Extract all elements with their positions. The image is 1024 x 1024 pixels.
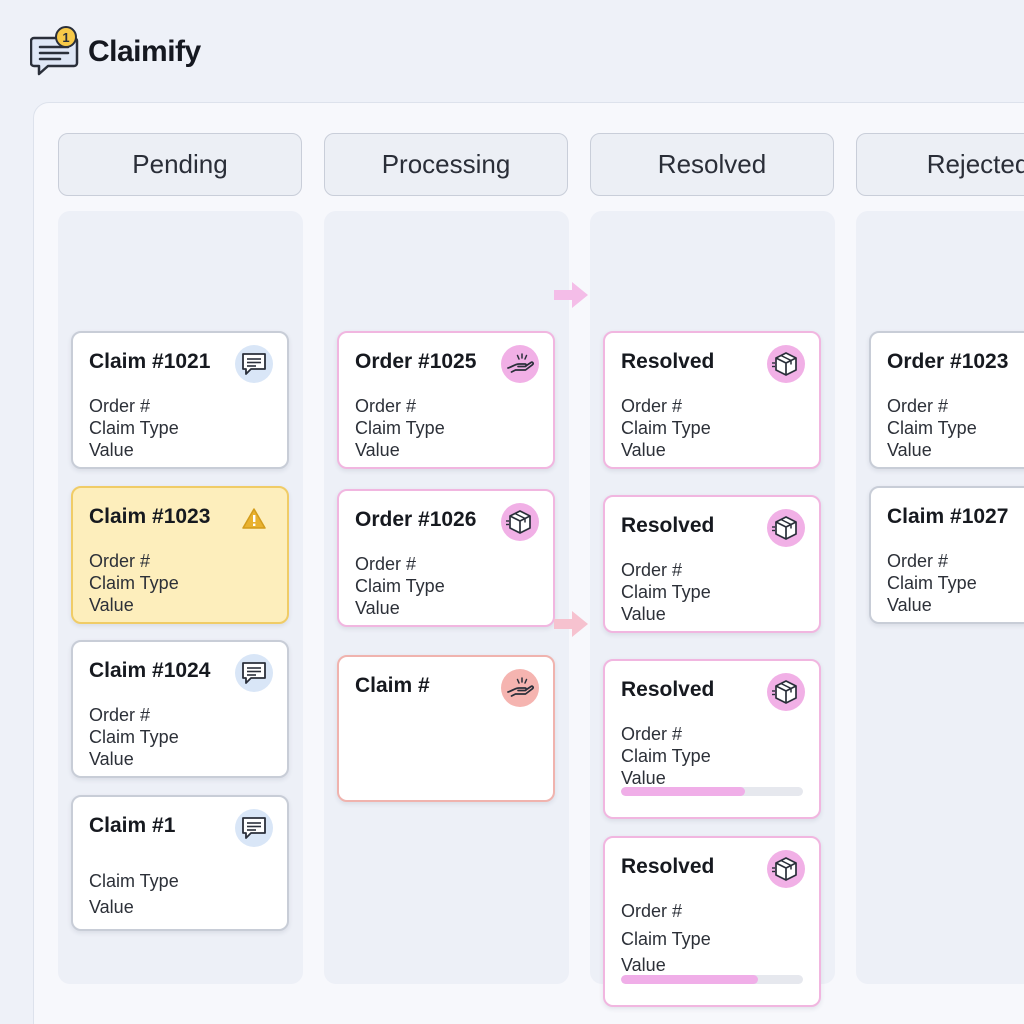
- chat-icon: [235, 345, 273, 383]
- card-field: Claim Type: [89, 573, 179, 593]
- claim-card[interactable]: Claim #1024 Order # Claim Type Value: [71, 640, 289, 778]
- card-field: Value: [621, 604, 666, 624]
- card-field: Value: [621, 955, 666, 975]
- card-field: Claim Type: [621, 746, 711, 766]
- card-field: Value: [355, 440, 400, 460]
- claim-card[interactable]: Order #1023 Order # Claim Type Value: [869, 331, 1024, 469]
- claim-card[interactable]: Order #1026 Order # Claim Type Value: [337, 489, 555, 627]
- column-body: Claim #1021 Order # Claim Type Value Claim #…: [58, 211, 303, 984]
- card-field: Value: [355, 598, 400, 618]
- card-field: Claim Type: [887, 418, 977, 438]
- card-title: Claim #1021: [89, 350, 211, 373]
- card-title: Order #1026: [355, 508, 477, 531]
- progress-fill: [621, 975, 758, 984]
- chat-icon: [235, 809, 273, 847]
- card-field: Value: [887, 440, 932, 460]
- warning-icon: [235, 500, 273, 538]
- claim-card[interactable]: Claim #1023 Order # Claim Type Value: [71, 486, 289, 624]
- claim-card[interactable]: Resolved Order # Claim Type Value: [603, 836, 821, 1007]
- flow-arrow-icon: [554, 282, 588, 308]
- card-field: Order #: [621, 901, 683, 921]
- chat-icon: [235, 654, 273, 692]
- card-field: Order #: [621, 396, 683, 416]
- kanban-board: Pending Claim #1021 Order # Claim Type Value…: [33, 102, 1024, 1024]
- hand-icon: [501, 669, 539, 707]
- claim-card[interactable]: Claim #: [337, 655, 555, 802]
- column-header[interactable]: Rejected: [856, 133, 1024, 196]
- progress-bar: [621, 787, 803, 796]
- card-title: Claim #1027: [887, 505, 1009, 528]
- card-field: Order #: [621, 724, 683, 744]
- app-title: Claimify: [88, 35, 201, 68]
- card-title: Resolved: [621, 350, 715, 373]
- card-field: Claim Type: [621, 582, 711, 602]
- card-field: Order #: [89, 396, 151, 416]
- card-field: Value: [621, 440, 666, 460]
- chat-logo-icon: 1: [30, 26, 80, 78]
- card-field: Value: [887, 595, 932, 615]
- brand[interactable]: 1 Claimify: [30, 26, 201, 78]
- card-field: Claim Type: [89, 418, 179, 438]
- card-field: Order #: [887, 396, 949, 416]
- card-field: Value: [621, 768, 666, 788]
- card-field: Value: [89, 440, 134, 460]
- card-field: Claim Type: [355, 576, 445, 596]
- card-title: Resolved: [621, 514, 715, 537]
- card-field: Order #: [355, 554, 417, 574]
- card-title: Claim #: [355, 674, 430, 697]
- claim-card[interactable]: Claim #1 Claim Type Value: [71, 795, 289, 931]
- notification-badge[interactable]: 1: [55, 26, 77, 48]
- column-body: Resolved Order # Claim Type Value Resolved Or…: [590, 211, 835, 1007]
- card-field: Claim Type: [887, 573, 977, 593]
- claim-card[interactable]: Resolved Order # Claim Type Value: [603, 495, 821, 633]
- card-field: Order #: [355, 396, 417, 416]
- claim-card[interactable]: Order #1025 Order # Claim Type Value: [337, 331, 555, 469]
- package-icon: [767, 850, 805, 888]
- claim-card[interactable]: Resolved Order # Claim Type Value: [603, 659, 821, 819]
- package-icon: [767, 345, 805, 383]
- card-title: Claim #1024: [89, 659, 211, 682]
- card-field: Claim Type: [621, 929, 711, 949]
- card-title: Resolved: [621, 678, 715, 701]
- card-field: Value: [89, 749, 134, 769]
- column-header[interactable]: Pending: [58, 133, 302, 196]
- column-body: Order #1023 Order # Claim Type Value Claim #…: [856, 211, 1024, 984]
- progress-bar: [621, 975, 803, 984]
- hand-icon: [501, 345, 539, 383]
- card-field: Claim Type: [355, 418, 445, 438]
- column-header[interactable]: Processing: [324, 133, 568, 196]
- card-field: Order #: [887, 551, 949, 571]
- card-field: Claim Type: [621, 418, 711, 438]
- package-icon: [767, 509, 805, 547]
- card-field: Value: [89, 595, 134, 615]
- flow-arrow-icon: [554, 611, 588, 637]
- card-field: Claim Type: [89, 727, 179, 747]
- progress-fill: [621, 787, 745, 796]
- column-header[interactable]: Resolved: [590, 133, 834, 196]
- card-title: Claim #1: [89, 814, 176, 837]
- card-field: Value: [89, 897, 134, 917]
- claim-card[interactable]: Resolved Order # Claim Type Value: [603, 331, 821, 469]
- column-body: Order #1025 Order # Claim Type Value Order #…: [324, 211, 569, 984]
- card-title: Resolved: [621, 855, 715, 878]
- card-field: Order #: [89, 705, 151, 725]
- card-title: Claim #1023: [89, 505, 211, 528]
- claim-card[interactable]: Claim #1027 Order # Claim Type Value: [869, 486, 1024, 624]
- card-title: Order #1025: [355, 350, 477, 373]
- card-field: Order #: [89, 551, 151, 571]
- card-title: Order #1023: [887, 350, 1009, 373]
- card-field: Claim Type: [89, 871, 179, 891]
- package-icon: [501, 503, 539, 541]
- package-icon: [767, 673, 805, 711]
- claim-card[interactable]: Claim #1021 Order # Claim Type Value: [71, 331, 289, 469]
- card-field: Order #: [621, 560, 683, 580]
